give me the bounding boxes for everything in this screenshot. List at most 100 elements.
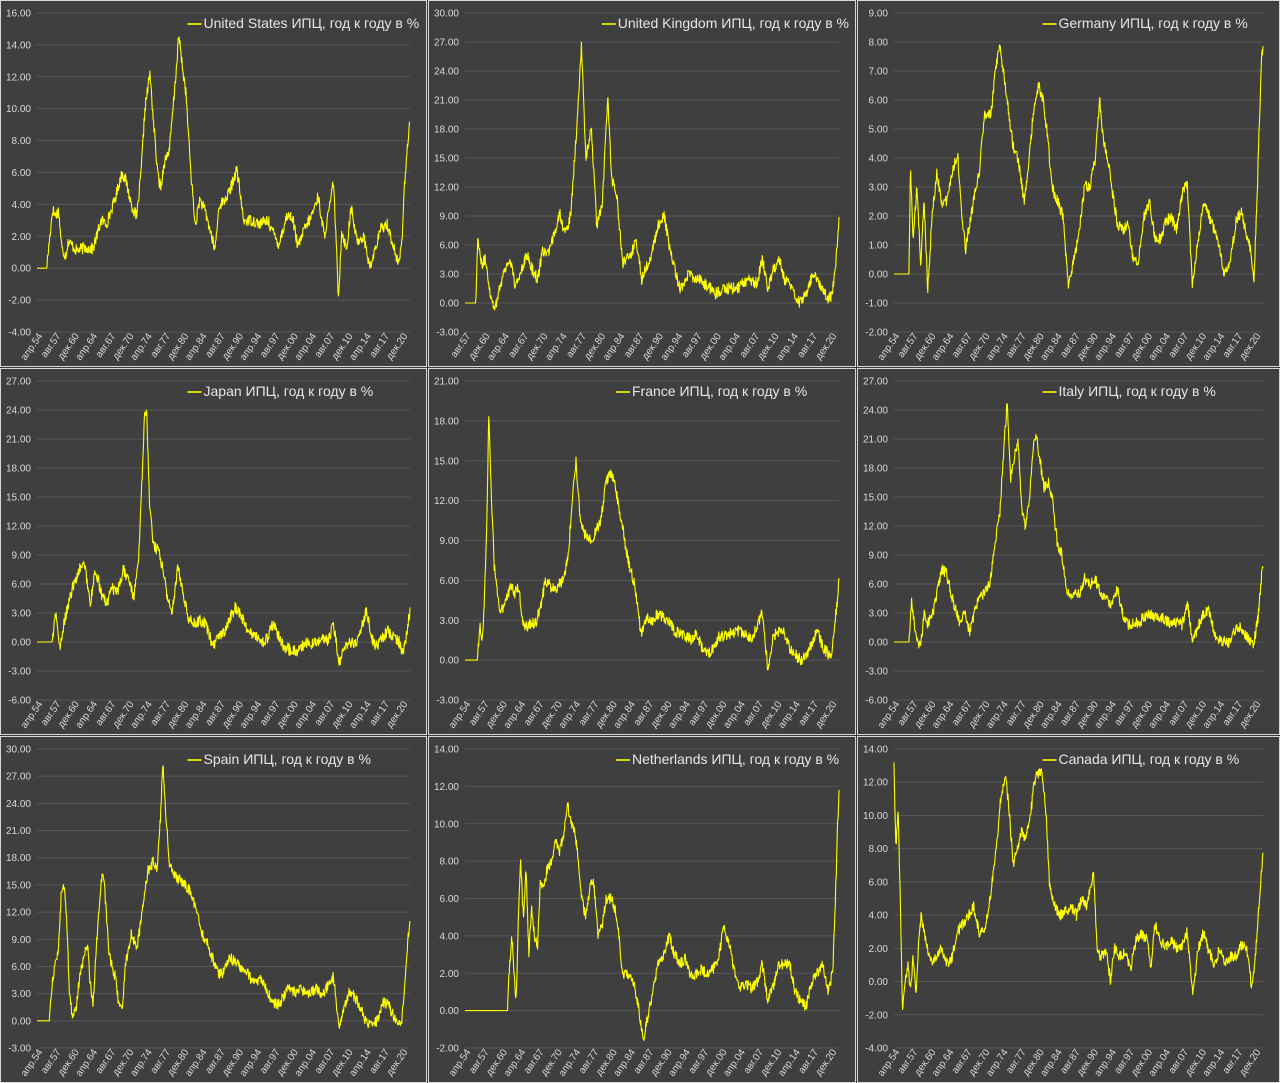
- y-tick-label: 12.00: [6, 72, 31, 83]
- y-tick-label: 6.00: [869, 96, 889, 107]
- chart-svg: -3.00 0.00 3.00 6.00 9.00 12.00 15.00 18.00 21.0…: [434, 9, 849, 363]
- y-tick-label: 30.00: [6, 745, 31, 756]
- y-tick-label: 10.00: [434, 819, 459, 830]
- series-line: [36, 409, 411, 666]
- y-tick-label: 12.00: [6, 522, 31, 533]
- chart-title: Canada ИПЦ, год к году в %: [1059, 751, 1240, 767]
- y-tick-label: 16.00: [6, 9, 31, 20]
- y-tick-label: -3.00: [8, 667, 31, 678]
- y-tick-label: 3.00: [12, 989, 32, 1000]
- y-tick-label: 6.00: [440, 894, 460, 905]
- chart-panel-germany: -2.00 -1.00 0.00 1.00 2.00 3.00 4.00 5.00 6.00 7.…: [857, 0, 1280, 367]
- y-tick-label: 18.00: [434, 125, 459, 136]
- y-tick-label: 18.00: [434, 416, 459, 427]
- y-tick-label: 18.00: [6, 853, 31, 864]
- y-tick-label: 6.00: [12, 580, 32, 591]
- y-tick-label: 21.00: [6, 435, 31, 446]
- chart-panel-united-states: -4.00 -2.00 0.00 2.00 4.00 6.00 8.00 10.00 12.00…: [0, 0, 427, 367]
- series-line: [893, 403, 1264, 649]
- y-tick-label: 21.00: [6, 826, 31, 837]
- y-tick-label: 6.00: [12, 168, 32, 179]
- y-tick-label: 0.00: [869, 638, 889, 649]
- y-tick-label: 9.00: [12, 551, 32, 562]
- y-tick-label: 18.00: [6, 464, 31, 475]
- y-tick-label: 27.00: [434, 38, 459, 49]
- y-tick-label: -6.00: [8, 696, 31, 707]
- y-tick-label: 10.00: [6, 104, 31, 115]
- chart-title: Japan ИПЦ, год к году в %: [204, 383, 374, 399]
- chart-title: Italy ИПЦ, год к году в %: [1059, 383, 1216, 399]
- y-tick-label: 27.00: [6, 772, 31, 783]
- y-tick-label: 6.00: [869, 580, 889, 591]
- chart-svg: -4.00 -2.00 0.00 2.00 4.00 6.00 8.00 10.00 12.00…: [863, 745, 1264, 1079]
- chart-panel-spain: -3.00 0.00 3.00 6.00 9.00 12.00 15.00 18.00 21.0…: [0, 736, 427, 1083]
- y-tick-label: 14.00: [863, 745, 888, 756]
- y-tick-label: 24.00: [863, 406, 888, 417]
- y-tick-label: 8.00: [12, 136, 32, 147]
- y-tick-label: 9.00: [440, 212, 460, 223]
- y-tick-label: -4.00: [8, 328, 31, 339]
- y-tick-label: 3.00: [12, 609, 32, 620]
- series-line: [464, 789, 840, 1041]
- series-line: [464, 416, 840, 671]
- y-tick-label: 8.00: [869, 38, 889, 49]
- y-tick-label: 3.00: [440, 616, 460, 627]
- y-tick-label: 9.00: [12, 935, 32, 946]
- chart-svg: -4.00 -2.00 0.00 2.00 4.00 6.00 8.00 10.00 12.00…: [6, 9, 419, 363]
- y-tick-label: 24.00: [6, 406, 31, 417]
- y-tick-label: 6.00: [440, 576, 460, 587]
- y-tick-label: 4.00: [869, 911, 889, 922]
- y-tick-label: 3.00: [869, 609, 889, 620]
- y-tick-label: 2.00: [869, 944, 889, 955]
- y-tick-label: -2.00: [436, 1044, 459, 1055]
- chart-panel-france: -3.00 0.00 3.00 6.00 9.00 12.00 15.00 18.00 21.0…: [428, 368, 856, 735]
- y-tick-label: 12.00: [434, 782, 459, 793]
- y-tick-label: 14.00: [6, 40, 31, 51]
- y-tick-label: 15.00: [434, 456, 459, 467]
- y-tick-label: -4.00: [865, 1044, 888, 1055]
- y-tick-label: 9.00: [869, 9, 889, 20]
- y-tick-label: 15.00: [863, 493, 888, 504]
- y-tick-label: -2.00: [8, 296, 31, 307]
- y-tick-label: 27.00: [6, 377, 31, 388]
- series-line: [464, 41, 840, 311]
- chart-title: Netherlands ИПЦ, год к году в %: [632, 751, 839, 767]
- chart-title: Germany ИПЦ, год к году в %: [1059, 15, 1248, 31]
- y-tick-label: 7.00: [869, 67, 889, 78]
- y-tick-label: -3.00: [436, 328, 459, 339]
- y-tick-label: 1.00: [869, 241, 889, 252]
- chart-title: Spain ИПЦ, год к году в %: [204, 751, 371, 767]
- y-tick-label: 2.00: [12, 232, 32, 243]
- y-tick-label: 8.00: [869, 844, 889, 855]
- y-tick-label: 0.00: [12, 264, 32, 275]
- chart-title: France ИПЦ, год к году в %: [632, 383, 807, 399]
- chart-panel-canada: -4.00 -2.00 0.00 2.00 4.00 6.00 8.00 10.00 12.00…: [857, 736, 1280, 1083]
- y-tick-label: 9.00: [440, 536, 460, 547]
- y-tick-label: 15.00: [434, 154, 459, 165]
- y-tick-label: 15.00: [6, 493, 31, 504]
- chart-panel-united-kingdom: -3.00 0.00 3.00 6.00 9.00 12.00 15.00 18.00 21.0…: [428, 0, 856, 367]
- y-tick-label: 6.00: [869, 877, 889, 888]
- y-tick-label: 12.00: [434, 183, 459, 194]
- y-tick-label: -2.00: [865, 328, 888, 339]
- y-tick-label: 12.00: [863, 778, 888, 789]
- y-tick-label: -3.00: [865, 667, 888, 678]
- y-tick-label: 12.00: [6, 908, 31, 919]
- y-tick-label: 0.00: [440, 656, 460, 667]
- y-tick-label: 5.00: [869, 125, 889, 136]
- chart-svg: -3.00 0.00 3.00 6.00 9.00 12.00 15.00 18.00 21.0…: [6, 745, 411, 1079]
- y-tick-label: 12.00: [863, 522, 888, 533]
- chart-title: United Kingdom ИПЦ, год к году в %: [618, 15, 849, 31]
- y-tick-label: 30.00: [434, 9, 459, 20]
- y-tick-label: 6.00: [440, 241, 460, 252]
- y-tick-label: 21.00: [434, 377, 459, 388]
- y-tick-label: 3.00: [869, 183, 889, 194]
- y-tick-label: 15.00: [6, 880, 31, 891]
- y-tick-label: 4.00: [12, 200, 32, 211]
- y-tick-label: 0.00: [869, 270, 889, 281]
- series-line: [36, 36, 411, 297]
- y-tick-label: 2.00: [440, 969, 460, 980]
- y-tick-label: 0.00: [440, 1006, 460, 1017]
- y-tick-label: 24.00: [434, 67, 459, 78]
